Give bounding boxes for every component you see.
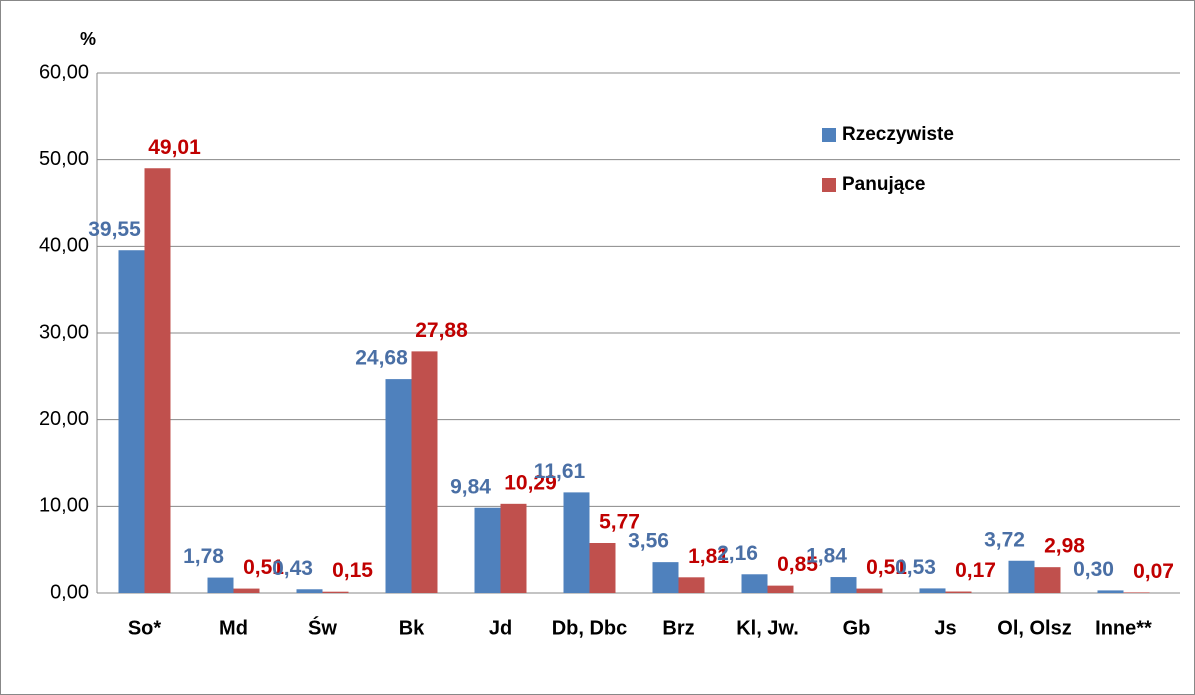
value-label: 5,77	[599, 511, 640, 534]
bar	[1034, 567, 1061, 593]
value-label: 0,53	[895, 556, 936, 579]
bar	[296, 589, 323, 593]
bar	[411, 351, 438, 593]
bar	[652, 562, 679, 593]
bar	[741, 574, 768, 593]
y-tick-label: 50,00	[39, 148, 89, 170]
value-label: 3,72	[984, 528, 1025, 551]
value-label: 27,88	[415, 319, 468, 342]
value-label: 1,81	[688, 545, 729, 568]
value-label: 0,07	[1133, 560, 1174, 583]
bar	[322, 591, 349, 593]
value-label: 11,61	[534, 460, 586, 483]
bar	[678, 577, 705, 593]
bar	[767, 585, 794, 593]
y-tick-label: 20,00	[39, 408, 89, 430]
x-tick-label: Inne**	[1095, 617, 1152, 639]
x-tick-label: Św	[308, 615, 337, 639]
value-label: 0,51	[866, 556, 907, 579]
value-label: 0,30	[1073, 558, 1114, 581]
bar	[474, 507, 501, 593]
bar	[144, 168, 171, 593]
bar	[1097, 590, 1124, 593]
bar	[945, 591, 972, 593]
bar	[563, 492, 590, 593]
y-tick-label: 60,00	[39, 61, 89, 83]
bar	[233, 588, 260, 593]
value-label: 0,43	[272, 557, 313, 580]
x-tick-label: Js	[934, 617, 956, 639]
x-tick-label: Brz	[662, 617, 694, 639]
value-label: 1,84	[806, 545, 847, 568]
x-tick-label: Kl, Jw.	[736, 617, 799, 639]
bar	[856, 588, 883, 593]
y-tick-label: 40,00	[39, 235, 89, 257]
value-label: 2,16	[717, 542, 758, 565]
y-tick-label: 30,00	[39, 321, 89, 343]
bar	[830, 577, 857, 593]
legend-swatch	[822, 178, 836, 192]
value-label: 24,68	[355, 347, 408, 370]
bar	[207, 577, 234, 593]
bar	[500, 503, 527, 593]
value-label: 0,17	[955, 559, 996, 582]
bar	[919, 588, 946, 593]
x-tick-label: Md	[219, 617, 248, 639]
value-label: 1,78	[183, 545, 224, 568]
bar	[118, 250, 145, 593]
legend-label: Rzeczywiste	[842, 124, 954, 145]
value-label: 39,55	[88, 218, 141, 241]
x-tick-label: Bk	[399, 617, 425, 639]
legend-label: Panujące	[842, 174, 925, 195]
x-tick-label: So*	[128, 617, 162, 639]
bar	[1008, 560, 1035, 593]
value-label: 0,15	[332, 559, 373, 582]
value-label: 0,51	[243, 556, 284, 579]
y-axis-label: %	[80, 29, 96, 49]
bar	[1123, 592, 1150, 593]
value-label: 3,56	[628, 530, 669, 553]
value-label: 49,01	[148, 136, 201, 159]
bar	[589, 542, 616, 593]
y-tick-label: 0,00	[50, 581, 89, 603]
value-label: 0,85	[777, 553, 818, 576]
value-label: 10,29	[504, 471, 557, 494]
x-tick-label: Gb	[843, 617, 871, 639]
x-tick-label: Db, Dbc	[552, 617, 628, 639]
value-label: 9,84	[450, 475, 491, 498]
x-tick-label: Ol, Olsz	[997, 617, 1071, 639]
bar	[385, 379, 412, 593]
x-tick-label: Jd	[489, 617, 512, 639]
legend-swatch	[822, 128, 836, 142]
value-label: 2,98	[1044, 535, 1085, 558]
y-tick-label: 10,00	[39, 495, 89, 517]
